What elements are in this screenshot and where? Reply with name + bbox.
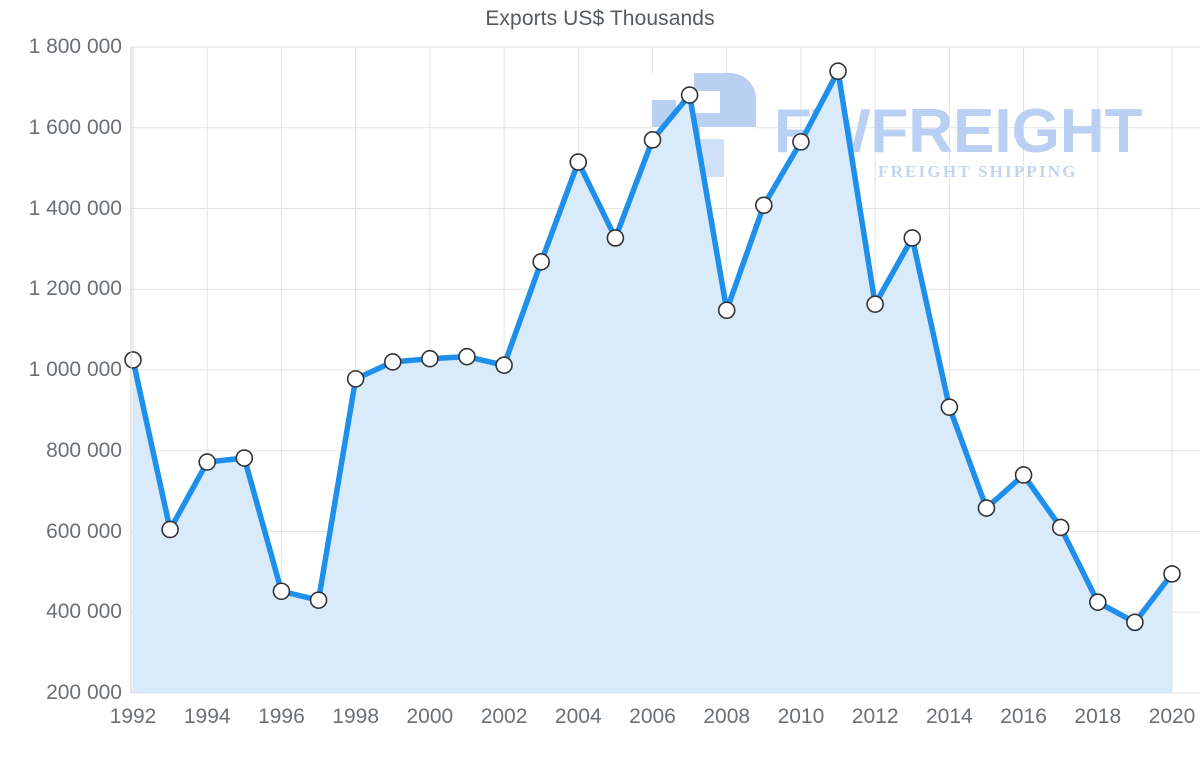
- y-axis-tick-label: 400 000: [46, 600, 122, 624]
- data-point-marker[interactable]: 2001: 1033000: [458, 347, 476, 366]
- data-point-marker[interactable]: 2000: 1028000: [421, 349, 439, 368]
- data-point-marker[interactable]: 1993: 605000: [161, 520, 179, 539]
- chart-title: Exports US$ Thousands: [485, 7, 715, 30]
- x-axis-tick-label: 2002: [480, 705, 528, 728]
- data-point-marker[interactable]: 2002: 1012000: [495, 356, 513, 374]
- data-point-marker[interactable]: 2016: 740000: [1014, 466, 1033, 484]
- data-point-marker[interactable]: 1998: 978000: [346, 370, 365, 388]
- data-point-marker[interactable]: 2004: 1515000: [569, 153, 588, 171]
- y-axis-tick-label: 1 000 000: [28, 358, 122, 381]
- x-axis-tick-label: 2008: [703, 705, 751, 728]
- data-point-marker[interactable]: 2007: 1681000: [680, 86, 699, 104]
- x-axis-tick-label: 2000: [406, 705, 454, 728]
- y-axis-tick-label: 200 000: [46, 681, 122, 704]
- x-axis-tick-label: 2010: [777, 705, 825, 728]
- data-point-marker[interactable]: 1995: 782000: [235, 449, 254, 467]
- data-point-marker[interactable]: 1999: 1020000: [383, 353, 402, 371]
- y-axis-tick-label: 1 400 000: [28, 196, 122, 220]
- data-point-marker[interactable]: 2011: 1740000: [829, 62, 847, 81]
- x-axis-tick-label: 2020: [1148, 705, 1196, 728]
- data-point-marker[interactable]: 2015: 658000: [977, 499, 996, 517]
- x-axis-tick-label: 1994: [183, 705, 231, 728]
- data-point-marker[interactable]: 1996: 452000: [272, 582, 291, 601]
- data-point-marker[interactable]: 2019: 375000: [1126, 613, 1144, 632]
- data-point-marker[interactable]: 1997: 430000: [309, 591, 328, 609]
- y-axis-tick-label: 800 000: [46, 438, 122, 462]
- x-axis-tick-label: 2012: [851, 705, 899, 728]
- x-axis-tick-label: 2018: [1074, 705, 1122, 728]
- data-point-marker[interactable]: 2020: 495000: [1163, 565, 1181, 583]
- x-axis-tick-label: 1996: [258, 705, 305, 728]
- x-axis-tick-label: 1998: [332, 705, 379, 728]
- watermark-tagline: FREIGHT SHIPPING: [878, 162, 1078, 181]
- data-point-marker[interactable]: 2010: 1565000: [792, 133, 810, 151]
- y-axis-tick-label: 600 000: [46, 519, 122, 543]
- data-point-marker[interactable]: 2012: 1163000: [866, 295, 884, 313]
- y-axis-tick-label: 1 600 000: [28, 115, 122, 139]
- area-fill: [133, 71, 1172, 694]
- watermark-layer: FWFREIGHT FREIGHT SHIPPING: [652, 73, 1143, 181]
- data-point-marker[interactable]: 2008: 1148000: [717, 301, 736, 320]
- data-point-marker[interactable]: 2017: 610000: [1051, 518, 1070, 537]
- data-point-marker[interactable]: 1992: 1025000: [124, 351, 142, 369]
- data-point-marker[interactable]: 2014: 908000: [940, 398, 959, 416]
- x-axis-tick-label: 2014: [925, 705, 973, 728]
- x-axis-tick-label: 2006: [629, 705, 676, 728]
- data-point-marker[interactable]: 2006: 1570000: [643, 131, 662, 149]
- x-axis-tick-label: 2016: [1000, 705, 1047, 728]
- data-point-marker[interactable]: 2005: 1327000: [606, 229, 625, 247]
- data-point-marker[interactable]: 2009: 1408000: [755, 196, 773, 215]
- x-axis-tick-label: 2004: [554, 705, 602, 728]
- data-point-marker[interactable]: 1994: 772000: [198, 453, 217, 471]
- y-axis-tick-label: 1 200 000: [28, 277, 122, 301]
- y-axis-tick-label: 1 800 000: [28, 35, 122, 58]
- x-axis-tick-label: 1992: [109, 705, 157, 728]
- data-point-marker[interactable]: 2013: 1327000: [903, 229, 922, 247]
- data-point-marker[interactable]: 2018: 425000: [1088, 593, 1107, 611]
- data-point-marker[interactable]: 2003: 1268000: [532, 252, 550, 271]
- data-point-markers[interactable]: 1992: 1025000 1993: 605000 1994: 772000 199…: [124, 62, 1181, 632]
